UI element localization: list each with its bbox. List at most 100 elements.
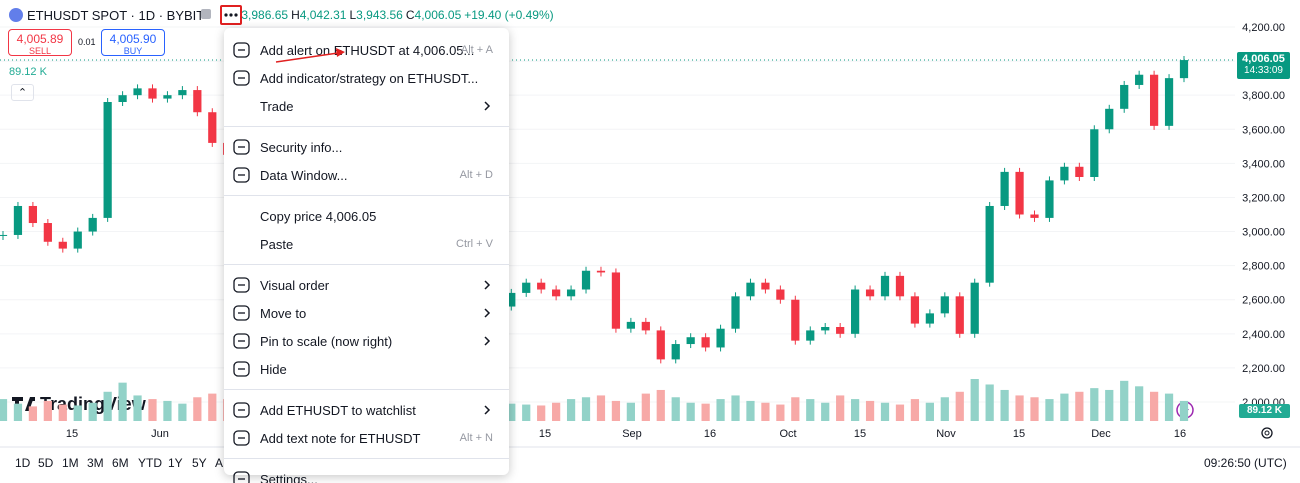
volume-bar [163, 400, 172, 421]
icon-part [484, 101, 491, 111]
time-tick-label: Jun [151, 428, 169, 440]
range-button[interactable]: 1Y [168, 456, 183, 470]
menu-item[interactable]: Paste Ctrl + V [224, 230, 509, 258]
range-button[interactable]: 1M [62, 456, 79, 470]
candle [148, 88, 157, 99]
volume-bar [1000, 389, 1009, 421]
range-button[interactable]: A [215, 456, 224, 470]
ohlc-key: C [405, 8, 415, 22]
settings-gear[interactable] [1261, 427, 1273, 439]
menu-item[interactable]: Add text note for ETHUSDT Alt + N [224, 424, 509, 452]
icon-part [233, 402, 250, 418]
menu-item[interactable]: Security info... [224, 133, 509, 161]
menu-item[interactable]: Add indicator/strategy on ETHUSDT... [224, 64, 509, 92]
price-tick-label: 2,800.00 [1242, 261, 1285, 273]
candle [1000, 171, 1009, 206]
menu-item[interactable]: Visual order [224, 271, 509, 299]
icon-part [233, 471, 250, 483]
range-button[interactable]: 6M [112, 456, 129, 470]
menu-shortcut: Alt + N [459, 432, 493, 444]
range-button[interactable]: 1D [15, 456, 31, 470]
candle [925, 313, 934, 324]
symbol[interactable]: ETHUSDT SPOT · 1D · BYBIT [27, 8, 205, 23]
icon-part [233, 42, 250, 58]
candle [43, 223, 52, 242]
candle [581, 270, 591, 290]
candle [103, 102, 112, 218]
menu-item[interactable]: Data Window... Alt + D [224, 161, 509, 189]
icon-part [233, 167, 250, 183]
range-button[interactable]: YTD [138, 456, 162, 470]
candle [701, 337, 710, 348]
candle [193, 90, 202, 113]
ohlc-value: 3,986.65 [241, 8, 289, 22]
candle [970, 282, 979, 334]
icon-part [484, 405, 491, 415]
icon-part [484, 308, 491, 318]
candle [1060, 166, 1069, 181]
menu-item[interactable]: Trade [224, 92, 509, 120]
sell-button[interactable]: 4,005.89 SELL [8, 29, 72, 56]
volume-bar [1149, 391, 1159, 421]
menu-label: Add ETHUSDT to watchlist [260, 402, 416, 418]
volume-bar [761, 402, 770, 421]
range-button[interactable]: 5Y [192, 456, 207, 470]
icon-part [233, 70, 250, 86]
candle [626, 321, 635, 329]
time-tick-label: Nov [936, 428, 956, 440]
candle [88, 217, 97, 232]
buy-button[interactable]: 4,005.90 BUY [101, 29, 165, 56]
icon-part [233, 70, 250, 86]
menu-item[interactable]: Hide [224, 355, 509, 383]
menu-label: Pin to scale (now right) [260, 333, 393, 349]
menu-item[interactable]: Copy price 4,006.05 [224, 202, 509, 230]
range-button[interactable]: 3M [87, 456, 104, 470]
menu-item[interactable]: Add ETHUSDT to watchlist [224, 396, 509, 424]
time-tick-label: Dec [1091, 428, 1111, 440]
price-tick-label: 2,400.00 [1242, 329, 1285, 341]
volume-bar [1090, 388, 1099, 421]
time-tick-label: 15 [854, 428, 866, 440]
volume-bar [537, 405, 546, 421]
menu-item[interactable]: Settings... [224, 465, 509, 483]
context-menu: Add alert on ETHUSDT at 4,006.05... Alt +… [224, 28, 509, 483]
range-button[interactable]: 5D [38, 456, 54, 470]
candle [731, 296, 740, 329]
icon-part [233, 430, 250, 446]
icon-part [224, 13, 228, 17]
icon-part [233, 430, 250, 446]
menu-item[interactable]: Pin to scale (now right) [224, 327, 509, 355]
candle [955, 296, 964, 334]
candle [1164, 78, 1174, 126]
candle [1045, 180, 1054, 218]
price-tick-label: 4,200.00 [1242, 22, 1285, 34]
menu-shortcut: Alt + A [460, 44, 493, 56]
submenu-arrow [483, 100, 491, 115]
candle [776, 289, 785, 300]
volume-bar [522, 404, 531, 421]
ohlc-key: L [349, 8, 357, 22]
candle [1149, 74, 1159, 126]
clock[interactable]: 09:26:50 (UTC) [1204, 456, 1287, 470]
buy-label: BUY [123, 46, 143, 56]
volume-bar [1060, 393, 1069, 421]
menu-shortcut: Alt + D [459, 169, 493, 181]
icon-part [233, 333, 250, 349]
volume-bar [851, 399, 860, 421]
menu-item[interactable]: Add alert on ETHUSDT at 4,006.05... Alt +… [224, 36, 509, 64]
menu-item[interactable]: Move to [224, 299, 509, 327]
submenu-arrow [483, 335, 491, 350]
menu-icon [232, 138, 252, 159]
volume-bar [43, 400, 52, 421]
price-tick-label: 3,000.00 [1242, 227, 1285, 239]
volume-bar [821, 402, 830, 421]
icon-part [484, 101, 491, 111]
volume-bar [581, 397, 591, 421]
collapse-button[interactable]: ⌃ [11, 84, 34, 101]
more-button[interactable] [220, 5, 242, 25]
candle [716, 328, 725, 348]
candle [1135, 74, 1144, 85]
volume-bar [776, 404, 785, 421]
